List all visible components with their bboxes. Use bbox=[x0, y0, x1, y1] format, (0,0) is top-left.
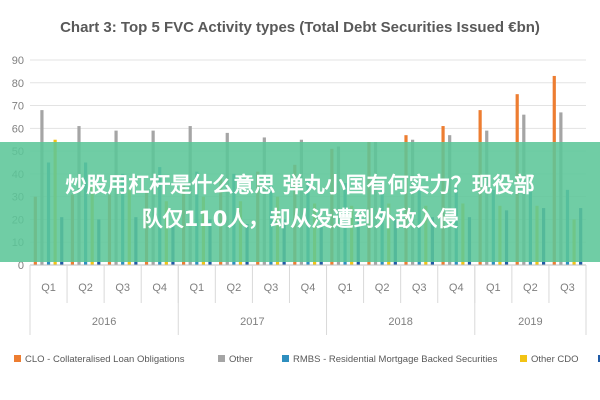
legend-swatch bbox=[520, 355, 527, 362]
year-label: 2018 bbox=[388, 316, 412, 328]
year-label: 2016 bbox=[92, 316, 116, 328]
x-tick-label: Q4 bbox=[449, 282, 464, 294]
x-tick-label: Q2 bbox=[78, 282, 93, 294]
x-tick-label: Q2 bbox=[375, 282, 390, 294]
x-tick-label: Q4 bbox=[152, 282, 167, 294]
banner-line-1: 炒股用杠杆是什么意思 弹丸小国有何实力？现役部 bbox=[65, 173, 535, 197]
legend-entry: RMBS - Residential Mortgage Backed Secur… bbox=[293, 354, 498, 365]
x-tick-label: Q1 bbox=[41, 282, 56, 294]
y-tick-label: 90 bbox=[12, 55, 24, 67]
legend: CLO - Collateralised Loan Obligations Oth… bbox=[14, 354, 600, 365]
legend-swatch bbox=[218, 355, 225, 362]
legend-swatch bbox=[14, 355, 21, 362]
x-tick-label: Q2 bbox=[523, 282, 538, 294]
chart-title: Chart 3: Top 5 FVC Activity types (Total… bbox=[60, 19, 540, 36]
y-tick-label: 0 bbox=[18, 260, 24, 272]
x-tick-label: Q1 bbox=[338, 282, 353, 294]
legend-swatch bbox=[282, 355, 289, 362]
year-label: 2019 bbox=[518, 316, 542, 328]
y-tick-label: 60 bbox=[12, 123, 24, 135]
x-tick-label: Q3 bbox=[560, 282, 575, 294]
x-tick-label: Q3 bbox=[264, 282, 279, 294]
legend-entry: Other CDO bbox=[531, 354, 579, 365]
banner-line-2: 队仅110人，却从没遭到外敌入侵 bbox=[141, 207, 459, 231]
x-tick-label: Q3 bbox=[115, 282, 130, 294]
x-tick-label: Q1 bbox=[189, 282, 204, 294]
y-tick-label: 70 bbox=[12, 101, 24, 113]
x-tick-label: Q4 bbox=[301, 282, 316, 294]
year-label: 2017 bbox=[240, 316, 264, 328]
legend-entry: CLO - Collateralised Loan Obligations bbox=[25, 354, 185, 365]
x-tick-label: Q1 bbox=[486, 282, 501, 294]
text-banner: 炒股用杠杆是什么意思 弹丸小国有何实力？现役部 队仅110人，却从没遭到外敌入侵 bbox=[0, 142, 600, 262]
legend-swatch bbox=[598, 355, 600, 362]
x-tick-label: Q2 bbox=[227, 282, 242, 294]
x-tick-label: Q3 bbox=[412, 282, 427, 294]
y-tick-label: 80 bbox=[12, 78, 24, 90]
legend-entry: Other bbox=[229, 354, 253, 365]
x-axis: Q1 Q2 Q3 Q4 Q1 Q2 Q3 Q4 Q1 Q2 Q3 Q4 Q1 Q2 Q3 2016 2017 20… bbox=[29, 264, 587, 335]
